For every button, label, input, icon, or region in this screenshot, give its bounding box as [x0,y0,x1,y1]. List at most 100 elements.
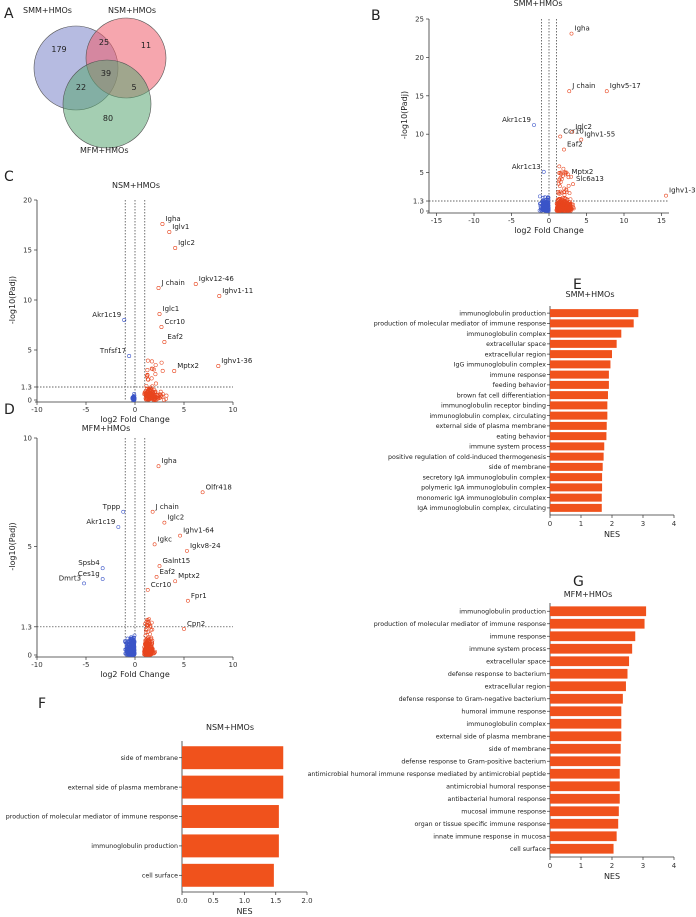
venn-label-smm: SMM+HMOs [23,6,72,15]
nes-bar [550,339,617,348]
y-tick-label: 0 [420,208,424,216]
up-regulated-point [144,642,148,647]
gene-label: J chain [161,279,185,287]
up-regulated-point [555,197,560,202]
x-tick-label: 2 [610,862,614,870]
nes-bar [182,775,284,799]
up-regulated-point [145,630,150,635]
x-tick-label: 5 [182,661,186,669]
up-regulated-point [144,620,149,624]
nes-bar [550,681,626,692]
nes-bar [550,483,603,492]
x-tick-label: 2 [610,520,614,528]
gene-label: Igkc [158,535,173,543]
down-regulated-point [544,204,549,209]
x-tick-label: 1.0 [239,897,250,905]
venn-diagram: SMM+HMOs NSM+HMOs MFM+HMOs 179 25 11 39 … [23,6,167,155]
category-label: immunoglobulin receptor binding [441,403,546,410]
x-axis-label: NES [604,530,620,539]
category-label: defense response to bacterium [448,671,546,678]
labelled-gene-point [532,123,536,127]
down-regulated-point [544,206,549,211]
nes-bar [550,462,603,471]
labelled-gene-point [579,137,584,142]
up-regulated-point [564,202,568,206]
gene-label: Igkv8-24 [190,542,221,550]
down-regulated-point [537,208,542,213]
category-label: IgG immunoglobulin complex [454,362,547,369]
up-regulated-point [555,207,560,212]
nes-bar [550,831,617,842]
up-regulated-point [151,367,156,372]
up-regulated-point [147,622,152,626]
labelled-gene-point [567,89,572,94]
x-tick-label: 10 [620,217,629,225]
venn-label-mfm: MFM+HMOs [80,146,129,155]
gene-label: Mptx2 [572,168,594,176]
up-regulated-point [153,372,158,377]
down-regulated-point [540,207,545,212]
x-tick-label: 1 [579,520,583,528]
category-label: innate immune response in mucosa [433,833,546,840]
gene-label: Cpn2 [187,620,205,628]
nes-bar-chart-mfm: MFM+HMOs 0 1 2 3 4 NES immunoglobulin productio… [308,590,677,881]
labelled-gene-point [162,339,167,344]
category-label: polymeric IgA immunoglobulin complex [421,485,546,492]
x-axis-label: log2 Fold Change [100,670,170,679]
up-regulated-point [153,363,158,368]
up-regulated-point [148,632,152,637]
nes-bar [550,718,622,729]
x-tick-label: 3 [641,520,645,528]
y-tick-label: 20 [23,197,32,205]
labelled-gene-point [216,363,221,368]
x-tick-label: 0.5 [208,897,219,905]
panel-label-a: A [4,6,14,22]
category-label: positive regulation of cold-induced ther… [388,454,546,461]
category-label: side of membrane [121,755,179,762]
up-regulated-point [566,183,571,188]
category-label: antimicrobial humoral immune response me… [308,771,547,778]
panel-label-d: D [4,402,15,418]
venn-count-smm-mfm: 22 [76,83,86,92]
labelled-gene-point [145,588,150,592]
up-regulated-point [145,645,150,650]
nes-bar [550,668,628,679]
x-tick-label: -5 [83,661,90,669]
nes-bar [550,452,604,461]
x-axis-label: NES [604,872,620,881]
y-tick-label: 15 [23,247,32,255]
labelled-gene-point [157,564,162,568]
nes-bar [550,401,608,410]
gene-label: Igha [165,215,180,223]
nes-bar [550,411,608,420]
up-regulated-point [566,208,571,212]
nes-bar [182,834,279,858]
labelled-gene-point [152,542,157,547]
y-tick-label: 10 [23,297,32,305]
up-regulated-point [145,377,150,382]
down-regulated-point [538,194,542,199]
up-regulated-point [148,624,153,629]
up-regulated-point [152,650,157,655]
up-regulated-point [568,202,573,207]
up-regulated-point [557,164,562,169]
panel-label-e: E [573,277,582,293]
y-tick-label: 0 [28,397,32,405]
category-label: extracellular region [485,351,546,358]
gene-label: Akr1c13 [512,163,541,171]
up-regulated-point [145,638,149,643]
up-regulated-point [153,389,158,394]
x-tick-label: -5 [83,406,90,414]
labelled-gene-point [122,317,127,322]
nes-bar [550,756,621,767]
nes-bar [550,843,614,854]
nes-bar [182,746,284,770]
nes-bar [550,360,611,369]
nes-bar [550,631,636,642]
up-regulated-point [559,177,564,181]
category-label: cell surface [510,846,546,853]
y-tick-label: 1.3 [413,198,424,206]
gene-label: Ighv1-11 [222,287,253,295]
gene-label: Olfr418 [206,483,232,491]
